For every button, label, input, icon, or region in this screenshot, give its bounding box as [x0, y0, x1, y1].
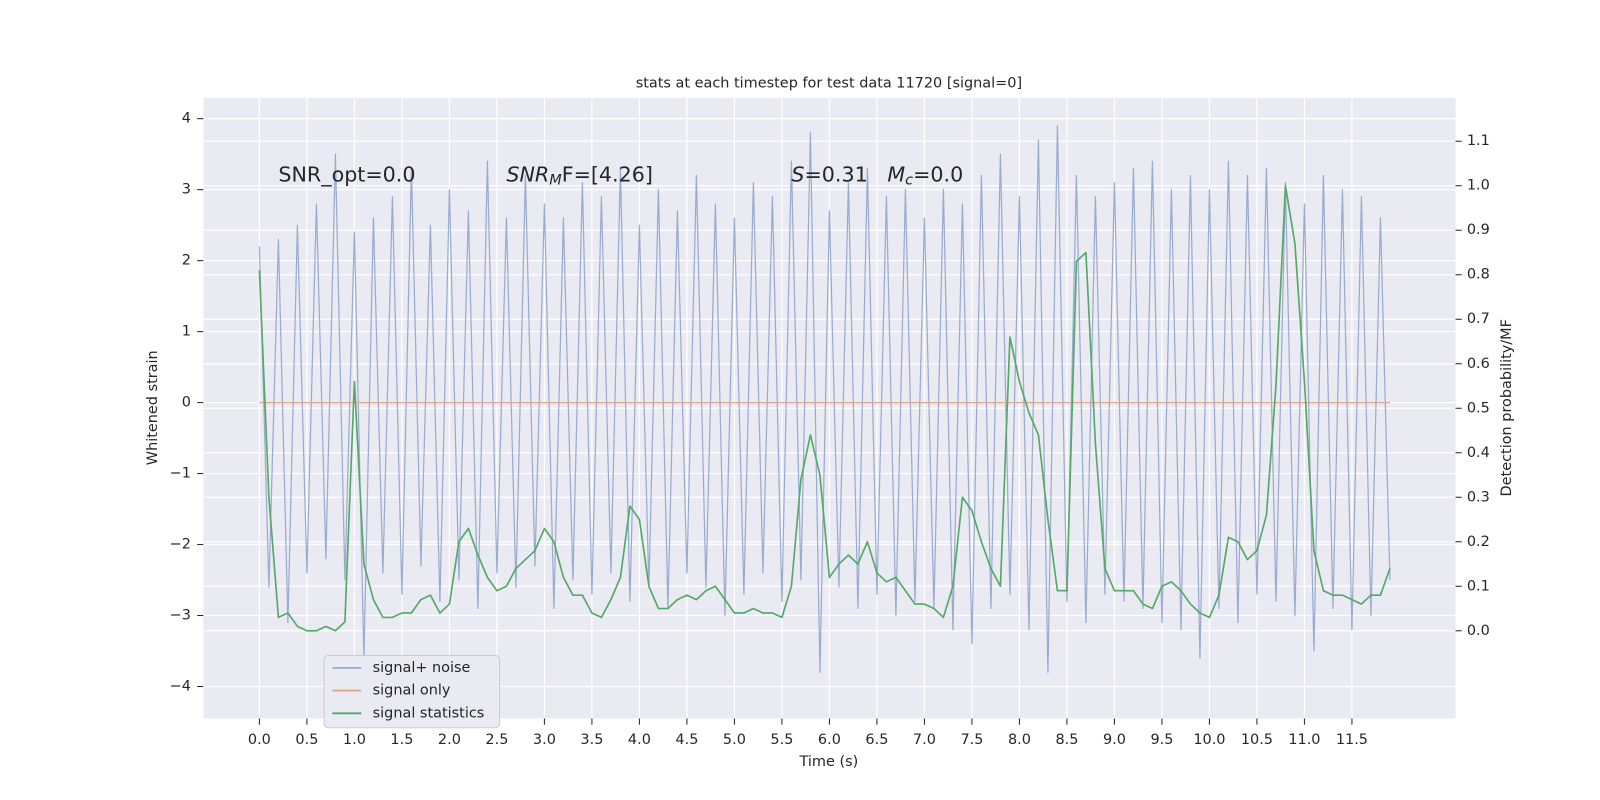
y2-tick-label: 0.4	[1467, 445, 1490, 461]
annotation: SNRMF=[4.26]	[506, 162, 653, 188]
x-tick-label: 8.5	[1055, 732, 1078, 748]
x-tick-label: 7.5	[960, 732, 983, 748]
y2-tick-label: 0.6	[1467, 356, 1490, 372]
annotation-part: M	[549, 173, 562, 189]
x-tick-label: 1.0	[343, 732, 366, 748]
x-tick-label: 7.0	[913, 732, 936, 748]
series-line	[258, 125, 1391, 673]
y-tick-label: −3	[170, 608, 191, 624]
x-tick-label: 6.5	[865, 732, 888, 748]
y2-tick-label: 1.0	[1467, 178, 1490, 194]
annotation-part: S	[791, 162, 804, 186]
x-tick-label: 4.5	[675, 732, 698, 748]
y2-tick-label: 0.1	[1467, 578, 1490, 594]
x-tick-label: 6.0	[818, 732, 841, 748]
x-tick-label: 0.0	[248, 732, 271, 748]
legend-label: signal only	[373, 683, 451, 699]
annotation: SNR_opt=0.0	[278, 162, 415, 186]
y2-axis-label: Detection probability/MF	[1499, 319, 1515, 496]
series-line	[258, 184, 1391, 632]
annotation-part: M	[887, 162, 905, 186]
x-tick-label: 3.0	[533, 732, 556, 748]
y2-tick-label: 0.7	[1467, 311, 1490, 327]
x-tick-label: 3.5	[580, 732, 603, 748]
x-tick-label: 2.5	[485, 732, 508, 748]
annotation-part: c	[905, 173, 913, 189]
y-tick-label: 3	[182, 182, 191, 198]
x-tick-label: 11.0	[1288, 732, 1320, 748]
x-tick-label: 5.5	[770, 732, 793, 748]
annotation-part: SNR	[506, 162, 549, 186]
annotation-part: =0.0	[913, 162, 963, 186]
y-tick-label: 4	[182, 111, 191, 127]
y-tick-label: −2	[170, 537, 191, 553]
x-tick-label: 1.5	[390, 732, 413, 748]
x-axis-label: Time (s)	[799, 754, 859, 770]
y2-tick-label: 0.9	[1467, 222, 1490, 238]
y-tick-label: 0	[182, 395, 191, 411]
x-tick-label: 4.0	[628, 732, 651, 748]
y2-tick-label: 0.3	[1467, 489, 1490, 505]
annotation-part: F=[4.26]	[562, 162, 653, 186]
annotation: S=0.31 Mc=0.0	[791, 162, 963, 188]
y2-tick-label: 0.5	[1467, 400, 1490, 416]
x-tick-label: 9.5	[1150, 732, 1173, 748]
x-tick-label: 11.5	[1336, 732, 1368, 748]
legend-label: signal+ noise	[373, 660, 471, 676]
x-tick-label: 9.0	[1103, 732, 1126, 748]
x-tick-label: 10.0	[1193, 732, 1225, 748]
y2-tick-label: 0.8	[1467, 267, 1490, 283]
y-tick-label: −1	[170, 466, 191, 482]
y-tick-label: 1	[182, 324, 191, 340]
y-axis-label: Whitened strain	[145, 350, 161, 465]
annotation-part: =0.31	[805, 162, 888, 186]
x-tick-label: 0.5	[295, 732, 318, 748]
x-tick-label: 8.0	[1008, 732, 1031, 748]
y-tick-label: 2	[182, 253, 191, 269]
legend-box	[323, 654, 501, 729]
y2-tick-label: 0.2	[1467, 534, 1490, 550]
x-tick-label: 2.0	[438, 732, 461, 748]
y2-tick-label: 0.0	[1467, 623, 1490, 639]
x-tick-label: 10.5	[1241, 732, 1273, 748]
x-tick-label: 5.0	[723, 732, 746, 748]
legend-label: signal statistics	[373, 705, 485, 721]
y-tick-label: −4	[170, 679, 191, 695]
y2-tick-label: 1.1	[1467, 133, 1490, 149]
chart-title: stats at each timestep for test data 117…	[636, 76, 1022, 92]
